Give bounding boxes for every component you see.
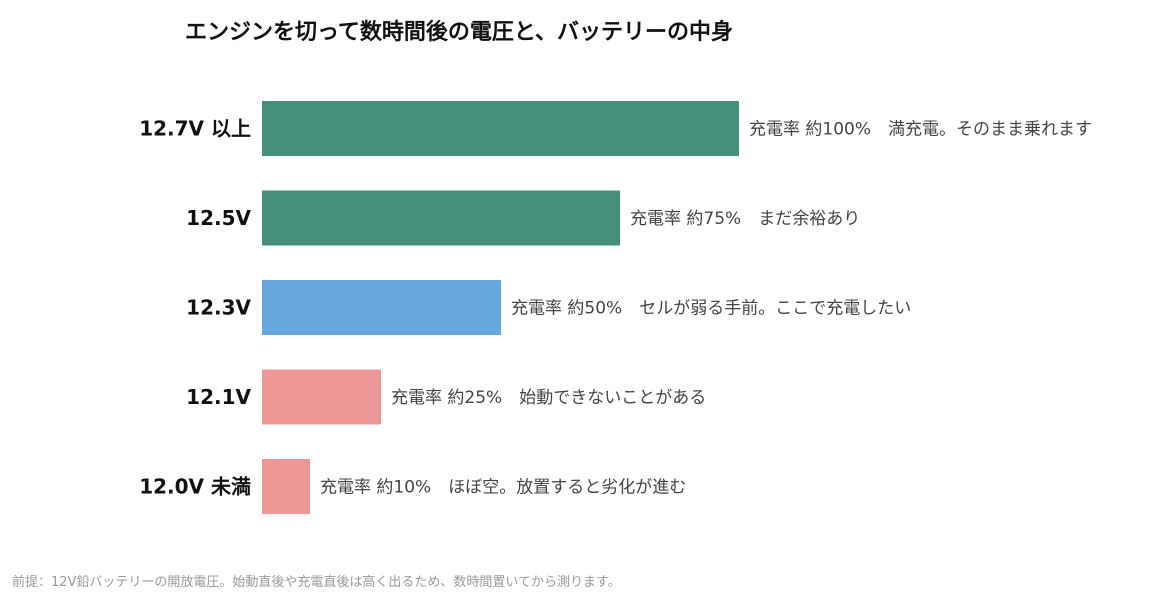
bar-0 [262, 101, 739, 156]
data-label-0: 充電率 約100% 満充電。そのまま乗れます [749, 120, 1092, 140]
data-label-3: 充電率 約25% 始動できないことがある [391, 388, 706, 408]
category-label-2: 12.3V [186, 296, 251, 320]
data-label-2: 充電率 約50% セルが弱る手前。ここで充電したい [511, 299, 911, 319]
chart-title: エンジンを切って数時間後の電圧と、バッテリーの中身 [185, 20, 734, 45]
chart-footnote: 前提：12V鉛バッテリーの開放電圧。始動直後や充電直後は高く出るため、数時間置い… [12, 575, 621, 590]
data-label-4: 充電率 約10% ほぼ空。放置すると劣化が進む [320, 478, 686, 498]
bar-1 [262, 190, 620, 246]
bar-4 [262, 459, 310, 514]
bar-2 [262, 280, 501, 335]
bar-3 [262, 369, 381, 425]
data-label-1: 充電率 約75% まだ余裕あり [630, 209, 860, 229]
category-label-3: 12.1V [186, 385, 251, 409]
category-label-1: 12.5V [186, 206, 251, 230]
category-label-4: 12.0V 未満 [139, 475, 251, 499]
category-label-0: 12.7V 以上 [139, 117, 251, 141]
